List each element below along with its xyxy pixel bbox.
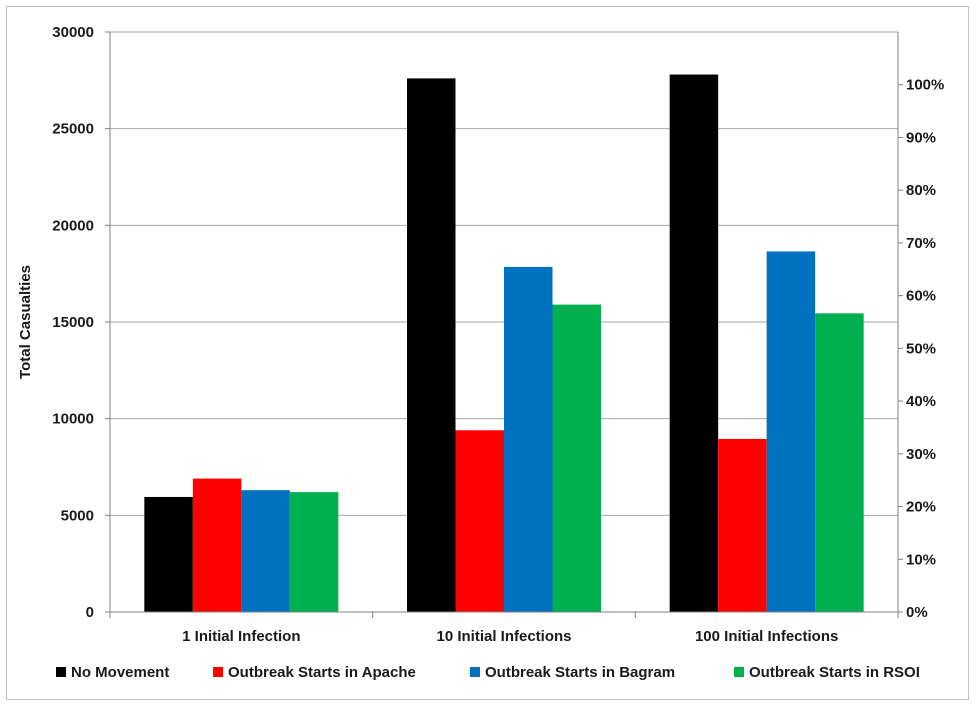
legend-swatch — [734, 667, 744, 677]
y2-tick-label: 50% — [906, 340, 936, 357]
secondary-y-axis-ticks: 0% 10% 20% 30% 40% 50% 60% 70% 80% 90% 100% — [898, 77, 944, 621]
y2-tick-label: 30% — [906, 446, 936, 463]
y-axis-label: Total Casualties — [17, 265, 34, 379]
legend-item: Outbreak Starts in Bagram — [470, 664, 675, 681]
y2-tick-label: 60% — [906, 288, 936, 305]
legend-label: Outbreak Starts in RSOI — [749, 664, 920, 681]
legend-label: Outbreak Starts in Apache — [228, 664, 416, 681]
legend-item: Outbreak Starts in RSOI — [734, 664, 920, 681]
y-tick-label: 25000 — [52, 121, 94, 138]
bar — [192, 478, 242, 612]
y-tick-label: 5000 — [61, 507, 94, 524]
legend: No Movement Outbreak Starts in Apache Outb… — [56, 664, 920, 681]
bar — [504, 266, 553, 612]
bar — [718, 438, 767, 612]
y-tick-label: 30000 — [52, 24, 94, 41]
y2-tick-label: 100% — [906, 77, 944, 94]
legend-item: No Movement — [56, 664, 169, 681]
y-tick-label: 15000 — [52, 314, 94, 331]
bar — [766, 251, 816, 612]
bar — [144, 496, 193, 612]
y2-tick-label: 10% — [906, 551, 936, 568]
bar — [552, 304, 601, 612]
bar — [669, 74, 719, 613]
y-tick-label: 20000 — [52, 217, 94, 234]
legend-label: No Movement — [71, 664, 169, 681]
legend-swatch — [213, 667, 223, 677]
category-label: 10 Initial Infections — [436, 628, 571, 645]
y-axis-ticks: 0 5000 10000 15000 20000 25000 30000 — [52, 24, 110, 621]
legend-swatch — [56, 667, 66, 677]
y2-tick-label: 20% — [906, 499, 936, 516]
y2-tick-label: 0% — [906, 604, 928, 621]
legend-item: Outbreak Starts in Apache — [213, 664, 416, 681]
legend-swatch — [470, 667, 480, 677]
y2-tick-label: 40% — [906, 393, 936, 410]
y2-tick-label: 80% — [906, 182, 936, 199]
bars — [144, 74, 864, 613]
category-label: 1 Initial Infection — [182, 628, 300, 645]
category-labels: 1 Initial Infection 10 Initial Infections… — [182, 628, 838, 645]
bar — [289, 492, 339, 612]
y2-tick-label: 70% — [906, 235, 936, 252]
bar — [407, 78, 456, 612]
bar — [815, 313, 864, 612]
category-label: 100 Initial Infections — [695, 628, 838, 645]
y2-tick-label: 90% — [906, 129, 936, 146]
y-tick-label: 10000 — [52, 411, 94, 428]
bar — [455, 430, 504, 612]
y-tick-label: 0 — [86, 604, 94, 621]
bar — [241, 490, 290, 612]
legend-label: Outbreak Starts in Bagram — [485, 664, 675, 681]
